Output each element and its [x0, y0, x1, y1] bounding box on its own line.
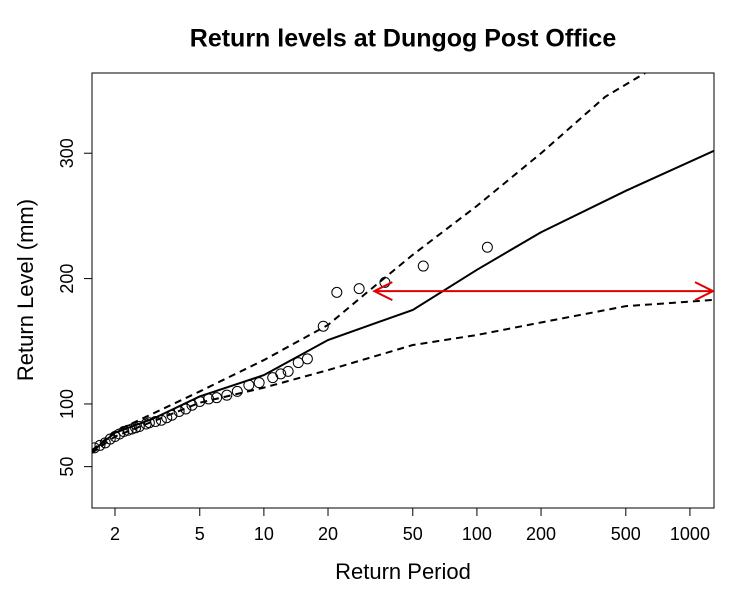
plot-frame — [91, 72, 715, 509]
data-point — [282, 365, 294, 377]
x-tick-label: 2 — [110, 524, 120, 544]
data-point — [353, 283, 365, 295]
data-point — [211, 392, 223, 404]
data-point — [94, 439, 106, 451]
data-point — [203, 393, 215, 405]
data-point — [301, 353, 313, 365]
data-point — [231, 385, 243, 397]
data-point — [292, 357, 304, 369]
data-point — [243, 379, 255, 391]
data-point — [92, 442, 100, 454]
arrow — [372, 281, 716, 302]
x-axis-label: Return Period — [335, 559, 471, 584]
data-point — [253, 377, 265, 389]
y-tick-label: 50 — [57, 457, 77, 477]
data-point — [275, 368, 287, 380]
data-point — [161, 412, 173, 424]
x-tick-label: 5 — [195, 524, 205, 544]
x-tick-label: 1000 — [670, 524, 710, 544]
line — [92, 149, 714, 453]
data-point — [481, 241, 493, 253]
data-point — [150, 416, 162, 428]
data-point — [417, 260, 429, 272]
line — [92, 73, 646, 452]
y-tick-label: 100 — [57, 389, 77, 419]
data-point — [133, 421, 145, 433]
data-point — [317, 320, 329, 332]
data-point — [155, 414, 167, 426]
y-tick-label: 300 — [57, 138, 77, 168]
x-tick-label: 100 — [462, 524, 492, 544]
y-axis-label: Return Level (mm) — [13, 199, 38, 381]
x-tick-label: 50 — [403, 524, 423, 544]
x-tick-label: 200 — [526, 524, 556, 544]
x-tick-label: 500 — [611, 524, 641, 544]
data-point — [331, 286, 343, 298]
data-point — [118, 426, 130, 438]
data-point — [221, 389, 233, 401]
y-tick-label: 200 — [57, 264, 77, 294]
data-point — [166, 409, 178, 421]
data-point — [180, 403, 192, 415]
x-tick-label: 10 — [254, 524, 274, 544]
chart-title: Return levels at Dungog Post Office — [190, 25, 617, 53]
line — [92, 298, 714, 454]
data-point — [173, 405, 185, 417]
plot-area — [92, 73, 714, 454]
x-tick-label: 20 — [318, 524, 338, 544]
data-point — [143, 417, 155, 429]
